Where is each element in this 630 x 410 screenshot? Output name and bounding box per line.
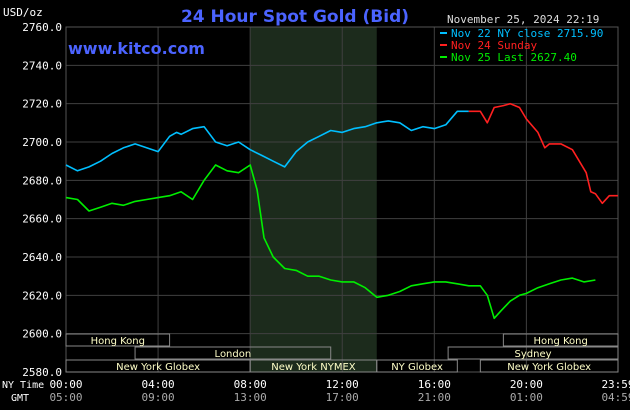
x-tick-label-gmt: 13:00 [234, 391, 267, 404]
axis-labels-layer: 2580.0 2600.0 2620.0 2640.0 2660.0 2680.0 2700… [22, 21, 630, 404]
ny-time-label: NY Time [2, 380, 44, 391]
y-tick-label: 2600.0 [22, 328, 62, 341]
session-bars-layer: Hong Kong Hong Kong London Sydney New York G… [65, 333, 619, 373]
session-bar: Hong Kong [502, 333, 619, 347]
x-tick-label-ny: 04:00 [142, 378, 175, 391]
gmt-label: GMT [11, 393, 29, 404]
session-label: Hong Kong [91, 336, 145, 347]
series-layer [65, 102, 618, 320]
chart-title: 24 Hour Spot Gold (Bid) [181, 7, 409, 27]
x-tick-label-gmt: 01:00 [510, 391, 543, 404]
x-tick-label-ny: 00:00 [49, 378, 82, 391]
x-tick-label-ny: 08:00 [234, 378, 267, 391]
legend-label: Nov 24 Sunday [451, 39, 537, 52]
session-label: New York NYMEX [271, 362, 356, 373]
x-tick-label-gmt: 09:00 [142, 391, 175, 404]
session-box [447, 346, 619, 360]
session-box [376, 359, 458, 373]
y-tick-label: 2580.0 [22, 366, 62, 379]
series-line [65, 110, 469, 172]
y-tick-label: 2620.0 [22, 289, 62, 302]
legend-label: Nov 22 NY close 2715.90 [451, 27, 603, 40]
session-bar: Sydney [447, 346, 619, 360]
watermark: www.kitco.com [68, 39, 205, 58]
y-tick-label: 2640.0 [22, 251, 62, 264]
shaded-session-layer [250, 27, 377, 372]
shaded-region [250, 27, 377, 372]
corner-unit-label: USD/oz [3, 6, 43, 19]
y-tick-label: 2700.0 [22, 136, 62, 149]
grid-layer [65, 26, 619, 373]
session-box [502, 333, 619, 347]
session-box [65, 333, 171, 347]
session-bar: Hong Kong [65, 333, 171, 347]
legend-label: Nov 25 Last 2627.40 [451, 51, 577, 64]
x-tick-label-ny: 12:00 [326, 378, 359, 391]
labels-layer: USD/oz 24 Hour Spot Gold (Bid) November … [2, 6, 599, 404]
series-line [65, 164, 596, 320]
x-tick-label-ny: 23:59 [601, 378, 630, 391]
session-box [479, 359, 619, 373]
y-tick-label: 2720.0 [22, 98, 62, 111]
y-tick-label: 2680.0 [22, 174, 62, 187]
y-tick-label: 2760.0 [22, 21, 62, 34]
x-tick-label-gmt: 05:00 [49, 391, 82, 404]
session-bar: New York Globex [479, 359, 619, 373]
timestamp: November 25, 2024 22:19 [447, 13, 599, 26]
y-tick-label: 2660.0 [22, 213, 62, 226]
series-line [468, 102, 618, 205]
x-tick-label-gmt: 04:59 [601, 391, 630, 404]
session-label: Hong Kong [533, 336, 587, 347]
session-label: New York Globex [507, 362, 591, 373]
session-bar: London [134, 346, 332, 360]
x-tick-label-ny: 16:00 [418, 378, 451, 391]
session-label: NY Globex [391, 362, 443, 373]
x-tick-label-ny: 20:00 [510, 378, 543, 391]
y-tick-label: 2740.0 [22, 59, 62, 72]
session-bar: NY Globex [376, 359, 458, 373]
session-label: Sydney [515, 349, 552, 360]
session-box [134, 346, 332, 360]
session-label: New York Globex [116, 362, 200, 373]
x-tick-label-gmt: 17:00 [326, 391, 359, 404]
x-tick-label-gmt: 21:00 [418, 391, 451, 404]
session-label: London [215, 349, 252, 360]
